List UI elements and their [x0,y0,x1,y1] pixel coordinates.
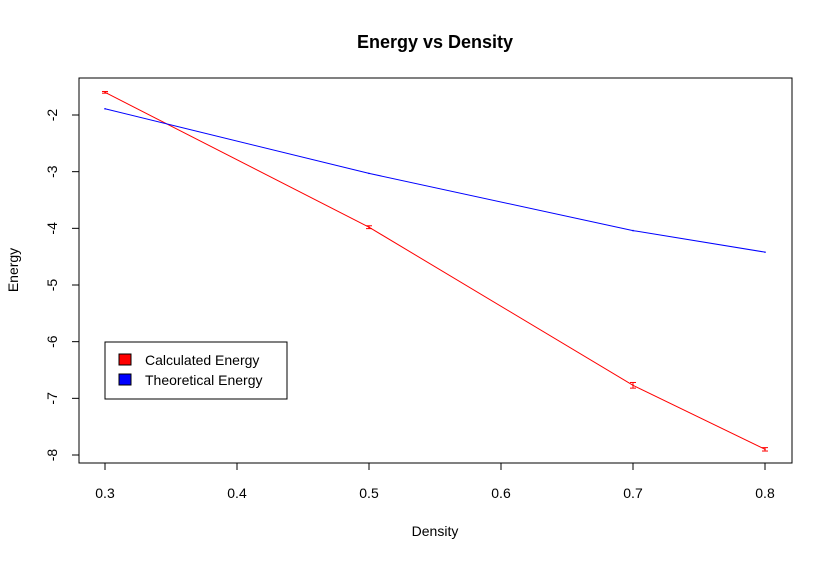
legend-label: Calculated Energy [145,352,259,368]
legend: Calculated Energy Theoretical Energy [104,341,288,400]
x-tick-label: 0.6 [491,485,511,501]
data-point [632,229,634,232]
x-tick-label: 0.5 [359,485,379,501]
y-axis: -8 -7 -6 -5 -4 -3 -2 [44,109,80,462]
data-point [104,91,106,94]
series-1 [104,107,766,253]
data-point [632,384,634,387]
series-layer [102,90,768,452]
x-axis-label: Density [412,523,459,539]
data-point [764,251,766,253]
legend-swatch [118,373,132,386]
legend-box [104,341,288,400]
legend-label: Theoretical Energy [145,372,263,388]
data-point [104,107,106,110]
data-point [764,448,766,451]
data-point [368,226,370,228]
y-tick-label: -6 [44,335,60,348]
y-tick-label: -2 [44,109,60,122]
chart-title: Energy vs Density [357,32,513,52]
x-tick-label: 0.4 [227,485,247,501]
x-tick-label: 0.7 [623,485,643,501]
y-tick-label: -3 [44,165,60,178]
plot-frame [78,77,793,464]
series-line [104,91,766,450]
series-line [104,108,766,253]
y-tick-label: -4 [44,222,60,235]
y-tick-label: -5 [44,279,60,292]
x-axis: 0.3 0.4 0.5 0.6 0.7 0.8 [95,462,775,501]
legend-swatch [118,353,132,366]
x-tick-label: 0.8 [755,485,775,501]
y-axis-label: Energy [5,248,21,292]
y-tick-label: -7 [44,392,60,405]
data-point [368,172,370,175]
y-tick-label: -8 [44,449,60,462]
x-tick-label: 0.3 [95,485,115,501]
series-0 [102,90,768,452]
